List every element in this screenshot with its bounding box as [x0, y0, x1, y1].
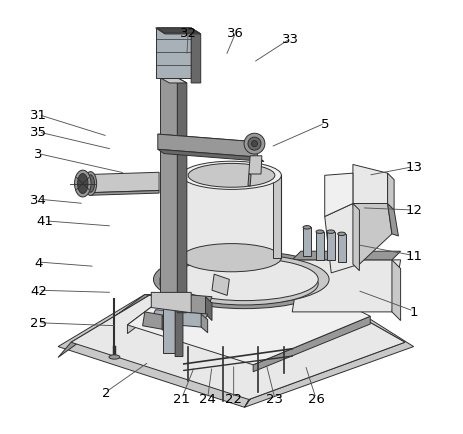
- Polygon shape: [180, 295, 212, 314]
- Polygon shape: [353, 204, 392, 265]
- Text: 3: 3: [34, 148, 43, 161]
- Text: 35: 35: [30, 126, 47, 139]
- Polygon shape: [388, 174, 394, 210]
- Polygon shape: [149, 310, 207, 327]
- Ellipse shape: [85, 172, 97, 196]
- Polygon shape: [201, 314, 207, 333]
- Text: 34: 34: [30, 193, 47, 206]
- Ellipse shape: [338, 233, 345, 236]
- Polygon shape: [177, 79, 187, 313]
- Polygon shape: [292, 260, 400, 312]
- Polygon shape: [206, 297, 212, 321]
- Ellipse shape: [160, 259, 329, 309]
- Polygon shape: [253, 316, 370, 372]
- Polygon shape: [388, 204, 399, 237]
- Text: 2: 2: [101, 386, 110, 399]
- Text: 5: 5: [320, 118, 329, 131]
- Text: 24: 24: [199, 392, 216, 405]
- Bar: [303, 228, 311, 256]
- Polygon shape: [249, 156, 262, 174]
- Ellipse shape: [244, 134, 265, 155]
- Polygon shape: [162, 280, 327, 288]
- Text: 1: 1: [409, 305, 418, 318]
- Text: 26: 26: [307, 392, 325, 405]
- Text: 22: 22: [225, 392, 242, 405]
- Ellipse shape: [87, 175, 94, 193]
- Text: 36: 36: [227, 26, 244, 39]
- Polygon shape: [181, 176, 282, 258]
- Bar: [338, 234, 345, 263]
- Ellipse shape: [251, 141, 257, 148]
- Ellipse shape: [327, 230, 335, 234]
- Ellipse shape: [181, 244, 282, 272]
- Text: 32: 32: [180, 26, 197, 39]
- Polygon shape: [191, 29, 201, 84]
- Polygon shape: [325, 204, 359, 273]
- Polygon shape: [160, 79, 177, 308]
- Ellipse shape: [171, 263, 318, 305]
- Text: 21: 21: [173, 392, 190, 405]
- Ellipse shape: [78, 174, 88, 194]
- Text: 23: 23: [266, 392, 283, 405]
- Polygon shape: [151, 293, 191, 313]
- Text: 12: 12: [405, 204, 422, 217]
- Ellipse shape: [109, 355, 120, 359]
- Text: 11: 11: [405, 250, 422, 263]
- Polygon shape: [292, 252, 400, 260]
- Polygon shape: [212, 275, 229, 296]
- Ellipse shape: [171, 259, 318, 301]
- Polygon shape: [58, 295, 149, 358]
- Polygon shape: [158, 135, 264, 147]
- Polygon shape: [156, 29, 201, 35]
- Polygon shape: [325, 174, 353, 217]
- Polygon shape: [353, 204, 359, 271]
- Ellipse shape: [75, 171, 91, 197]
- Polygon shape: [353, 165, 388, 204]
- Polygon shape: [71, 296, 405, 400]
- Polygon shape: [158, 135, 257, 158]
- Text: 33: 33: [282, 33, 299, 46]
- Ellipse shape: [188, 164, 275, 188]
- Polygon shape: [127, 286, 370, 365]
- Ellipse shape: [153, 252, 336, 308]
- Polygon shape: [248, 174, 251, 187]
- Polygon shape: [175, 308, 183, 357]
- Text: 13: 13: [405, 161, 422, 174]
- Ellipse shape: [303, 226, 311, 230]
- Polygon shape: [160, 79, 187, 84]
- Ellipse shape: [181, 162, 282, 190]
- Ellipse shape: [160, 255, 329, 305]
- Text: 41: 41: [37, 215, 54, 228]
- Polygon shape: [244, 296, 405, 408]
- Polygon shape: [162, 316, 164, 332]
- Polygon shape: [127, 286, 180, 334]
- Text: 25: 25: [30, 316, 47, 329]
- Polygon shape: [157, 29, 200, 34]
- Polygon shape: [156, 29, 191, 79]
- Polygon shape: [392, 260, 400, 321]
- Bar: [327, 232, 335, 260]
- Polygon shape: [91, 191, 159, 196]
- Polygon shape: [143, 312, 164, 329]
- Polygon shape: [163, 308, 175, 353]
- Polygon shape: [91, 173, 159, 193]
- Polygon shape: [158, 150, 264, 162]
- Polygon shape: [273, 176, 282, 258]
- Bar: [316, 232, 324, 260]
- Ellipse shape: [316, 230, 324, 234]
- Text: 4: 4: [34, 256, 43, 269]
- Text: 31: 31: [30, 109, 47, 122]
- Polygon shape: [58, 295, 413, 408]
- Text: 42: 42: [30, 284, 47, 297]
- Ellipse shape: [248, 138, 261, 151]
